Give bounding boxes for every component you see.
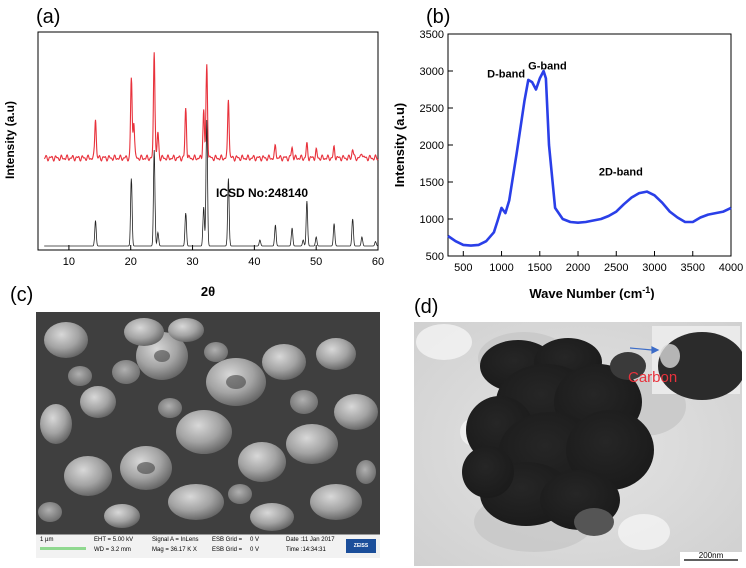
sem-scale-label: 1 µm <box>40 537 54 543</box>
tem-scale-bar-bg <box>680 552 742 566</box>
raman-x-tick-label: 4000 <box>719 262 743 274</box>
raman-x-tick-label: 2000 <box>566 262 590 274</box>
sem-mag: Mag = 36.17 K X <box>152 547 197 553</box>
raman-y-tick-label: 3000 <box>420 66 444 78</box>
tem-arrow <box>629 346 660 354</box>
xrd-x-ticks: 10 20 30 40 50 60 <box>63 245 384 268</box>
raman-x-tick-label: 3000 <box>642 262 666 274</box>
xrd-x-tick-label: 50 <box>310 256 322 268</box>
tem-particles: Carbon 200nm <box>414 322 742 566</box>
sem-esb-value-1: 0 V <box>250 537 260 543</box>
sem-esb-grid-1: ESB Grid = <box>212 537 243 543</box>
panel-label-c: (c) <box>10 284 34 306</box>
sem-esb-value-2: 0 V <box>250 547 260 553</box>
sem-scale-bar <box>40 547 86 550</box>
sem-wd: WD = 3.2 mm <box>94 547 131 553</box>
raman-annotation: 2D-band <box>599 166 643 178</box>
sem-date: Date :11 Jan 2017 <box>286 537 335 543</box>
xrd-series-line-2 <box>44 119 379 247</box>
xrd-series <box>44 52 379 247</box>
raman-x-tick-label: 1000 <box>489 262 513 274</box>
raman-y-axis-label: Intensity (a.u) <box>392 103 407 188</box>
zeiss-logo-text: ZEISS <box>353 543 369 549</box>
sem-particles <box>36 312 380 534</box>
raman-y-tick-label: 2500 <box>420 103 444 115</box>
xrd-x-tick-label: 60 <box>372 256 384 268</box>
xrd-y-axis-label: Intensity (a.u) <box>3 101 17 179</box>
xrd-x-tick-label: 30 <box>186 256 198 268</box>
sem-eht: EHT = 5.00 kV <box>94 537 134 543</box>
panel-label-b: (b) <box>426 6 451 28</box>
xrd-chart: 10 20 30 40 50 60 ICSD No:248140 2θ Intensity… <box>3 31 384 299</box>
sem-time: Time :14:34:31 <box>286 547 326 553</box>
raman-x-axis-label: Wave Number (cm-1) <box>529 285 654 300</box>
panel-label-d: (d) <box>414 296 439 318</box>
raman-x-tick-label: 500 <box>454 262 472 274</box>
xrd-plot-frame <box>37 31 379 251</box>
raman-series <box>447 69 732 247</box>
sem-info-bar: 1 µm EHT = 5.00 kV WD = 3.2 mm Signal A … <box>36 534 380 558</box>
xrd-x-axis-label: 2θ <box>201 284 215 299</box>
raman-x-tick-label: 3500 <box>681 262 705 274</box>
tem-scale-label: 200nm <box>699 551 724 560</box>
sem-esb-grid-2: ESB Grid = <box>212 547 243 553</box>
xrd-x-tick-label: 40 <box>248 256 260 268</box>
raman-y-tick-label: 1500 <box>420 177 444 189</box>
raman-annotation: G-band <box>528 61 567 73</box>
raman-y-tick-label: 1000 <box>420 214 444 226</box>
raman-chart: 500 1000 1500 2000 2500 3000 3500 4000 500 1000 15… <box>392 29 744 300</box>
panel-label-a: (a) <box>36 6 61 28</box>
raman-x-tick-label: 1500 <box>528 262 552 274</box>
sem-signal: Signal A = InLens <box>152 537 199 543</box>
xrd-series-line-1 <box>44 52 379 162</box>
raman-ticks: 500 1000 1500 2000 2500 3000 3500 4000 500 1000 15… <box>420 29 744 274</box>
sem-image: 1 µm EHT = 5.00 kV WD = 3.2 mm Signal A … <box>36 312 380 558</box>
tem-carbon-label: Carbon <box>628 369 677 386</box>
raman-annotation: D-band <box>487 69 525 81</box>
xrd-x-tick-label: 20 <box>125 256 137 268</box>
raman-y-tick-label: 500 <box>426 251 444 263</box>
raman-x-tick-label: 2500 <box>604 262 628 274</box>
tem-image: Carbon 200nm <box>414 322 742 566</box>
xrd-x-tick-label: 10 <box>63 256 75 268</box>
zeiss-logo: ZEISS <box>346 539 376 553</box>
xrd-annotation: ICSD No:248140 <box>216 186 308 200</box>
raman-series-line <box>447 69 732 247</box>
raman-y-tick-label: 3500 <box>420 29 444 41</box>
raman-y-tick-label: 2000 <box>420 140 444 152</box>
